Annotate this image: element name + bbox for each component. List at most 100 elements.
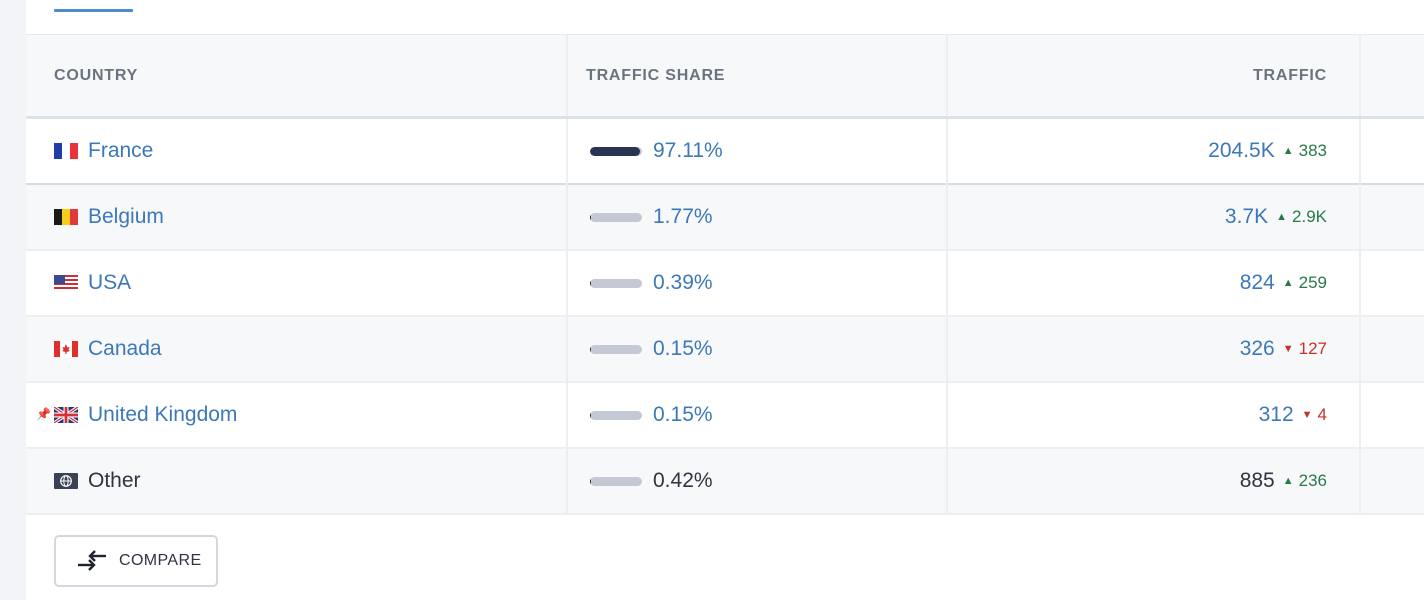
traffic-delta-value: 2.9K [1292, 207, 1327, 226]
country-link[interactable]: Belgium [88, 205, 164, 228]
column-divider [1359, 251, 1361, 317]
traffic-share-value[interactable]: 0.15% [653, 403, 713, 426]
traffic-share-cell: 1.77% [590, 185, 713, 249]
country-cell: USA [54, 251, 131, 315]
column-divider [946, 449, 948, 515]
traffic-cell: 824 ▲ 259 [1240, 251, 1327, 315]
traffic-share-bar-fill [590, 278, 592, 288]
traffic-share-bar-fill [590, 410, 592, 420]
column-divider [946, 383, 948, 449]
column-divider [946, 185, 948, 251]
traffic-value[interactable]: 312 [1258, 403, 1294, 426]
country-cell: Other [54, 449, 141, 513]
traffic-share-cell: 0.15% [590, 383, 713, 447]
traffic-share-cell: 0.39% [590, 251, 713, 315]
column-divider [946, 251, 948, 317]
pin-icon[interactable]: 📌 [36, 407, 51, 421]
traffic-value[interactable]: 824 [1239, 271, 1275, 294]
country-link[interactable]: France [88, 139, 154, 162]
traffic-share-bar-fill [590, 344, 592, 354]
traffic-delta: ▲ 236 [1283, 471, 1327, 491]
country-link[interactable]: Canada [88, 337, 162, 360]
flag-canada-icon [54, 341, 78, 357]
globe-icon [54, 473, 78, 489]
table-row: France 97.11% 204.5K ▲ 383 [26, 119, 1424, 185]
traffic-share-cell: 0.15% [590, 317, 713, 381]
traffic-delta: ▲ 2.9K [1276, 207, 1327, 227]
traffic-value[interactable]: 326 [1239, 337, 1275, 360]
country-cell: France [54, 119, 153, 183]
country-link[interactable]: USA [88, 271, 132, 294]
column-divider [1359, 185, 1361, 251]
traffic-cell: 326 ▼ 127 [1240, 317, 1327, 381]
header-traffic[interactable]: TRAFFIC [1252, 67, 1327, 84]
column-divider [566, 35, 568, 116]
column-divider [946, 35, 948, 116]
table-row: 📌 United Kingdom 0.15% 312 ▼ 4 [26, 383, 1424, 449]
traffic-value[interactable]: 204.5K [1208, 139, 1275, 162]
compare-button[interactable]: COMPARE [54, 535, 218, 587]
flag-uk-icon [54, 407, 78, 423]
country-cell: United Kingdom [54, 383, 237, 447]
table-header: COUNTRY TRAFFIC SHARE TRAFFIC [26, 35, 1424, 119]
triangle-up-icon: ▲ [1282, 475, 1294, 487]
traffic-cell: 312 ▼ 4 [1259, 383, 1327, 447]
column-divider [566, 317, 568, 383]
traffic-share-value[interactable]: 0.15% [653, 337, 713, 360]
traffic-delta: ▲ 259 [1283, 273, 1327, 293]
traffic-value: 885 [1239, 469, 1275, 492]
traffic-share-bar [590, 212, 642, 222]
triangle-down-icon: ▼ [1282, 343, 1294, 355]
triangle-up-icon: ▲ [1282, 277, 1294, 289]
column-divider [1359, 383, 1361, 449]
traffic-share-bar-fill [590, 146, 641, 156]
triangle-up-icon: ▲ [1282, 145, 1294, 157]
column-divider [1359, 35, 1361, 116]
traffic-share-bar [590, 476, 642, 486]
traffic-share-value[interactable]: 0.39% [653, 271, 713, 294]
traffic-delta-value: 259 [1298, 273, 1327, 292]
traffic-delta-value: 236 [1298, 471, 1327, 490]
traffic-cell: 885 ▲ 236 [1240, 449, 1327, 513]
traffic-share-value[interactable]: 97.11% [653, 139, 723, 162]
traffic-panel: COUNTRY TRAFFIC SHARE TRAFFIC France 97.… [26, 0, 1424, 600]
header-traffic-share[interactable]: TRAFFIC SHARE [586, 67, 726, 84]
traffic-cell: 204.5K ▲ 383 [1208, 119, 1327, 183]
traffic-share-cell: 0.42% [590, 449, 713, 513]
compare-arrows-icon [78, 550, 106, 571]
triangle-down-icon: ▼ [1301, 409, 1313, 421]
column-divider [566, 185, 568, 251]
header-country[interactable]: COUNTRY [54, 67, 139, 84]
traffic-share-bar [590, 344, 642, 354]
table-row: Belgium 1.77% 3.7K ▲ 2.9K [26, 185, 1424, 251]
country-link: Other [88, 469, 141, 492]
active-tab-indicator [54, 9, 133, 12]
country-traffic-table: COUNTRY TRAFFIC SHARE TRAFFIC France 97.… [26, 34, 1424, 515]
traffic-delta-value: 383 [1298, 141, 1327, 160]
traffic-share-bar-fill [590, 476, 592, 486]
column-divider [946, 317, 948, 383]
flag-usa-icon [54, 275, 78, 291]
traffic-share-bar [590, 278, 642, 288]
traffic-share-bar-fill [590, 212, 592, 222]
column-divider [566, 449, 568, 515]
column-divider [566, 119, 568, 185]
traffic-share-bar [590, 146, 642, 156]
traffic-delta: ▼ 4 [1302, 405, 1327, 425]
traffic-share-value[interactable]: 1.77% [653, 205, 713, 228]
country-link[interactable]: United Kingdom [88, 403, 238, 426]
table-row: USA 0.39% 824 ▲ 259 [26, 251, 1424, 317]
compare-button-label: COMPARE [119, 552, 202, 569]
traffic-value[interactable]: 3.7K [1224, 205, 1269, 228]
table-body: France 97.11% 204.5K ▲ 383 Belgium [26, 119, 1424, 515]
flag-belgium-icon [54, 209, 78, 225]
traffic-share-cell: 97.11% [590, 119, 723, 183]
table-row: Canada 0.15% 326 ▼ 127 [26, 317, 1424, 383]
traffic-delta-value: 4 [1317, 405, 1327, 424]
column-divider [566, 383, 568, 449]
column-divider [566, 251, 568, 317]
column-divider [946, 119, 948, 185]
flag-france-icon [54, 143, 78, 159]
traffic-share-value: 0.42% [653, 469, 713, 492]
traffic-delta-value: 127 [1298, 339, 1327, 358]
